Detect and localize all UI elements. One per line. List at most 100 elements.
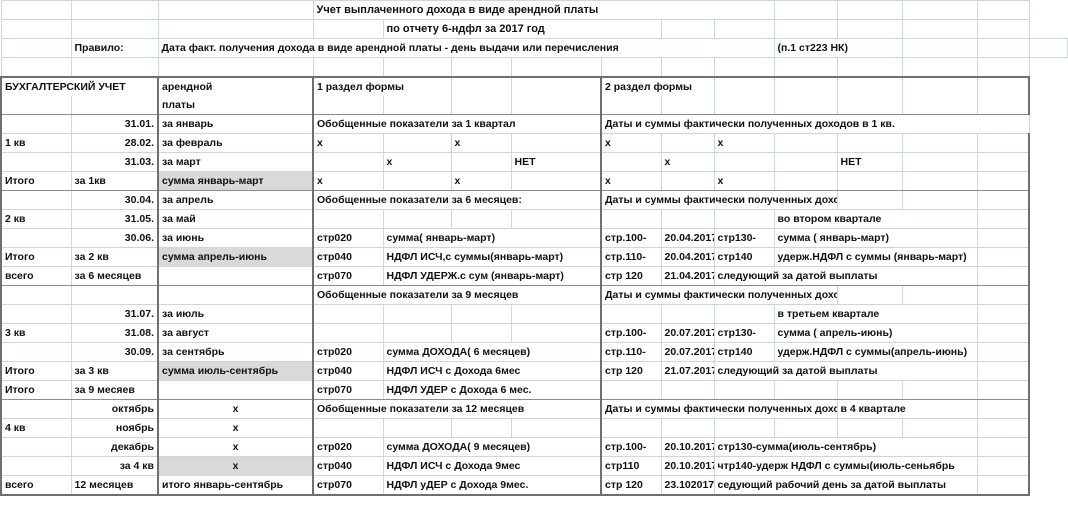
q4-group-label: 4 кв bbox=[0, 418, 72, 438]
q3-month-3: за сентябрь bbox=[157, 342, 314, 362]
spacer-cell bbox=[312, 418, 384, 438]
spacer-cell bbox=[836, 418, 903, 438]
spacer-cell bbox=[976, 285, 1031, 305]
spacer-cell bbox=[773, 0, 838, 20]
rule-label: Правило: bbox=[70, 38, 159, 58]
spacer-cell bbox=[660, 57, 715, 78]
q3-row-1: 31.07. за июль в третьем квартале bbox=[0, 304, 1068, 324]
q3-section2-banner2: в третьем квартале bbox=[773, 304, 978, 324]
q4-line3-text3: седующий рабочий день за датой выплаты bbox=[713, 475, 978, 496]
spacer-cell bbox=[660, 304, 715, 324]
q1-month-1: за январь bbox=[157, 114, 314, 134]
spacer-cell bbox=[450, 418, 512, 438]
spacer-cell bbox=[157, 57, 314, 78]
q4-date-2: ноябрь bbox=[70, 418, 159, 438]
spacer-cell bbox=[0, 342, 72, 362]
q4-line1-text3: стр130-сумма(июль-сентябрь) bbox=[713, 437, 978, 457]
q3-date-2: 31.08. bbox=[70, 323, 159, 343]
q1-date-1: 31.01. bbox=[70, 114, 159, 134]
q4-line3-code2: стр 120 bbox=[600, 475, 662, 496]
spacer-cell bbox=[713, 304, 775, 324]
spacer-cell bbox=[976, 38, 1030, 58]
q3-line2-code3: стр140 bbox=[713, 342, 775, 362]
spacer-cell bbox=[901, 38, 978, 58]
spacer-cell bbox=[836, 133, 903, 153]
spacer-cell bbox=[0, 456, 72, 476]
spacer-cell bbox=[382, 171, 452, 191]
q1-mark-s2-e: x bbox=[600, 171, 662, 191]
spacer-cell bbox=[450, 209, 512, 229]
q4-line2-code2: стр110 bbox=[600, 456, 662, 476]
spacer-cell bbox=[976, 171, 1031, 191]
spacer-cell bbox=[312, 19, 384, 39]
spacer-cell bbox=[976, 456, 1031, 476]
q3-line1-code2: стр.100- bbox=[600, 323, 662, 343]
q2-line1-text: сумма( январь-март) bbox=[382, 228, 602, 248]
q1-mark-s1-a: x bbox=[312, 133, 384, 153]
q1-section1-banner: Обобщенные показатели за 1 квартал bbox=[312, 114, 602, 134]
spacer-cell bbox=[976, 190, 1031, 210]
q4-grand-row: всего 12 месяцев итого январь-сентябрь с… bbox=[0, 475, 1068, 496]
rule-reference: (п.1 ст223 НК) bbox=[773, 38, 903, 58]
spacer-cell bbox=[510, 418, 602, 438]
doc-title-line1: Учет выплаченного дохода в виде арендной… bbox=[312, 0, 775, 20]
spacer-cell bbox=[0, 19, 72, 39]
spacer-cell bbox=[976, 323, 1031, 343]
q3-month-1: за июль bbox=[157, 304, 314, 324]
spacer-cell bbox=[382, 323, 452, 343]
q2-line1-code: стр020 bbox=[312, 228, 384, 248]
spacer-cell bbox=[773, 133, 838, 153]
header-section1: 1 раздел формы bbox=[312, 76, 452, 96]
title-row-1: Учет выплаченного дохода в виде арендной… bbox=[0, 0, 1068, 20]
spacer-cell bbox=[510, 57, 602, 78]
q1-row-1: 31.01. за январь Обобщенные показатели з… bbox=[0, 114, 1068, 134]
spacer-cell bbox=[901, 133, 978, 153]
q3-line2-code2: стр.110- bbox=[600, 342, 662, 362]
q1-mark-s1-blank bbox=[382, 133, 452, 153]
q3-line2-date: 20.07.2017 bbox=[660, 342, 715, 362]
spacer-cell bbox=[901, 96, 978, 115]
q4-line2-code: стр040 bbox=[312, 456, 384, 476]
spacer-cell bbox=[450, 96, 512, 115]
q3-row-3: 30.09. за сентябрь стр020 сумма ДОХОДА( … bbox=[0, 342, 1068, 362]
q3-line3-text: НДФЛ УДЕР с Дохода 6 мес. bbox=[382, 380, 602, 400]
spacer-cell bbox=[660, 96, 715, 115]
spacer-cell bbox=[70, 0, 159, 20]
q4-row-1: октябрь x Обобщенные показатели за 12 ме… bbox=[0, 399, 1068, 419]
q3-date-1: 31.07. bbox=[70, 304, 159, 324]
spacer-cell bbox=[713, 57, 775, 78]
spacer-cell bbox=[312, 323, 384, 343]
q2-row-3: 30.06. за июнь стр020 сумма( январь-март… bbox=[0, 228, 1068, 248]
q2-section2-banner: Даты и суммы фактически полученных доход… bbox=[599, 190, 838, 210]
q4-grand-period: 12 месяцев bbox=[70, 475, 159, 496]
q3-line1-code3: стр130- bbox=[713, 323, 775, 343]
title-row-2: по отчету 6-ндфл за 2017 год bbox=[0, 19, 1068, 39]
spacer-cell bbox=[976, 76, 1031, 96]
q1-no-s2: НЕТ bbox=[836, 152, 903, 172]
q1-group-label: 1 кв bbox=[0, 133, 72, 153]
spacer-cell bbox=[312, 209, 384, 229]
q1-month-3: за март bbox=[157, 152, 314, 172]
q2-date-1: 30.04. bbox=[70, 190, 159, 210]
q2-total-label: Итого bbox=[0, 247, 72, 267]
spacer-cell bbox=[836, 57, 903, 78]
q4-line3-date: 23.102017 bbox=[660, 475, 715, 496]
spacer-cell bbox=[773, 152, 838, 172]
q2-line3-text3: следующий за датой выплаты bbox=[713, 266, 978, 286]
q4-line2-text3: чтр140-удерж НДФЛ с суммы(июль-сеньябрь bbox=[713, 456, 978, 476]
spacer-cell bbox=[901, 285, 978, 305]
q4-total-row: за 4 кв x стр040 НДФЛ ИСЧ с Дохода 9мес … bbox=[0, 456, 1068, 476]
spacer-cell bbox=[0, 304, 72, 324]
q1-mark-s1-d: x bbox=[382, 152, 452, 172]
q2-line1-code2: стр.100- bbox=[600, 228, 662, 248]
q2-grand-label: всего bbox=[0, 266, 72, 286]
spacer-cell bbox=[600, 380, 662, 400]
q1-mark-s1-c bbox=[510, 133, 602, 153]
spacer-cell bbox=[836, 0, 903, 20]
q4-section2-banner: Даты и суммы фактически полученных доход… bbox=[599, 399, 838, 419]
q4-grand-label: всего bbox=[0, 475, 72, 496]
q3-grand-summary bbox=[157, 380, 314, 400]
spacer-cell bbox=[901, 190, 978, 210]
q4-grand-summary: итого январь-сентябрь bbox=[157, 475, 314, 496]
spacer-cell bbox=[713, 418, 775, 438]
